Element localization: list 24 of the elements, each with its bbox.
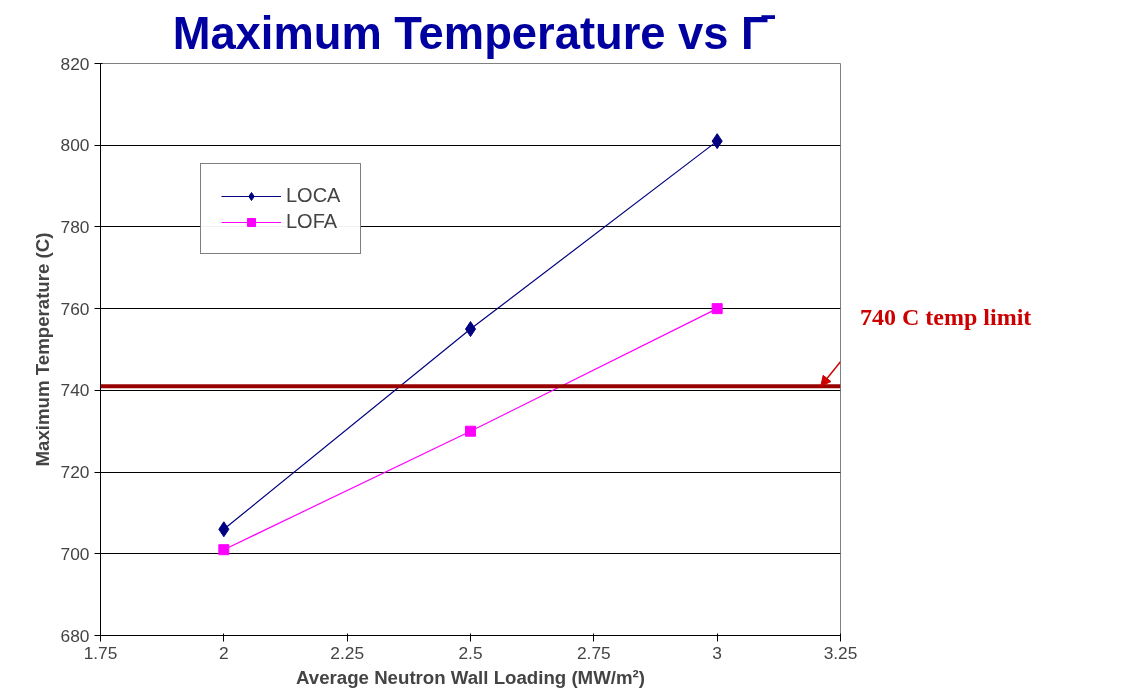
point <box>218 521 230 538</box>
legend-label: LOCA <box>286 184 341 207</box>
x-tick-label: 2.25 <box>330 642 365 663</box>
y-tick-label: 820 <box>60 53 90 74</box>
point <box>218 544 230 556</box>
y-tick-label: 700 <box>60 543 90 564</box>
y-tick-label: 780 <box>60 216 90 237</box>
x-tick-label: 2.5 <box>458 642 483 663</box>
y-tick-label: 800 <box>60 135 90 156</box>
y-tick-label: 740 <box>60 380 90 401</box>
point <box>711 303 723 315</box>
legend-label: LOFA <box>286 210 338 233</box>
x-axis-title: Average Neutron Wall Loading (MW/m²) <box>296 666 645 688</box>
chart-title: Maximum Temperature vs Γ̄ <box>172 7 776 59</box>
ref-line-label: 740 C temp limit <box>860 303 1032 332</box>
x-tick-label: 2 <box>219 642 229 663</box>
y-axis-title: Maximum Temperature (C) <box>31 232 53 467</box>
point <box>465 425 476 437</box>
x-tick-label: 2.75 <box>576 642 611 663</box>
y-tick-label: 720 <box>60 462 90 483</box>
point <box>711 133 723 150</box>
x-tick-label: 3 <box>712 642 722 663</box>
x-tick-label: 3.25 <box>823 642 858 663</box>
y-tick-label: 760 <box>60 298 90 319</box>
